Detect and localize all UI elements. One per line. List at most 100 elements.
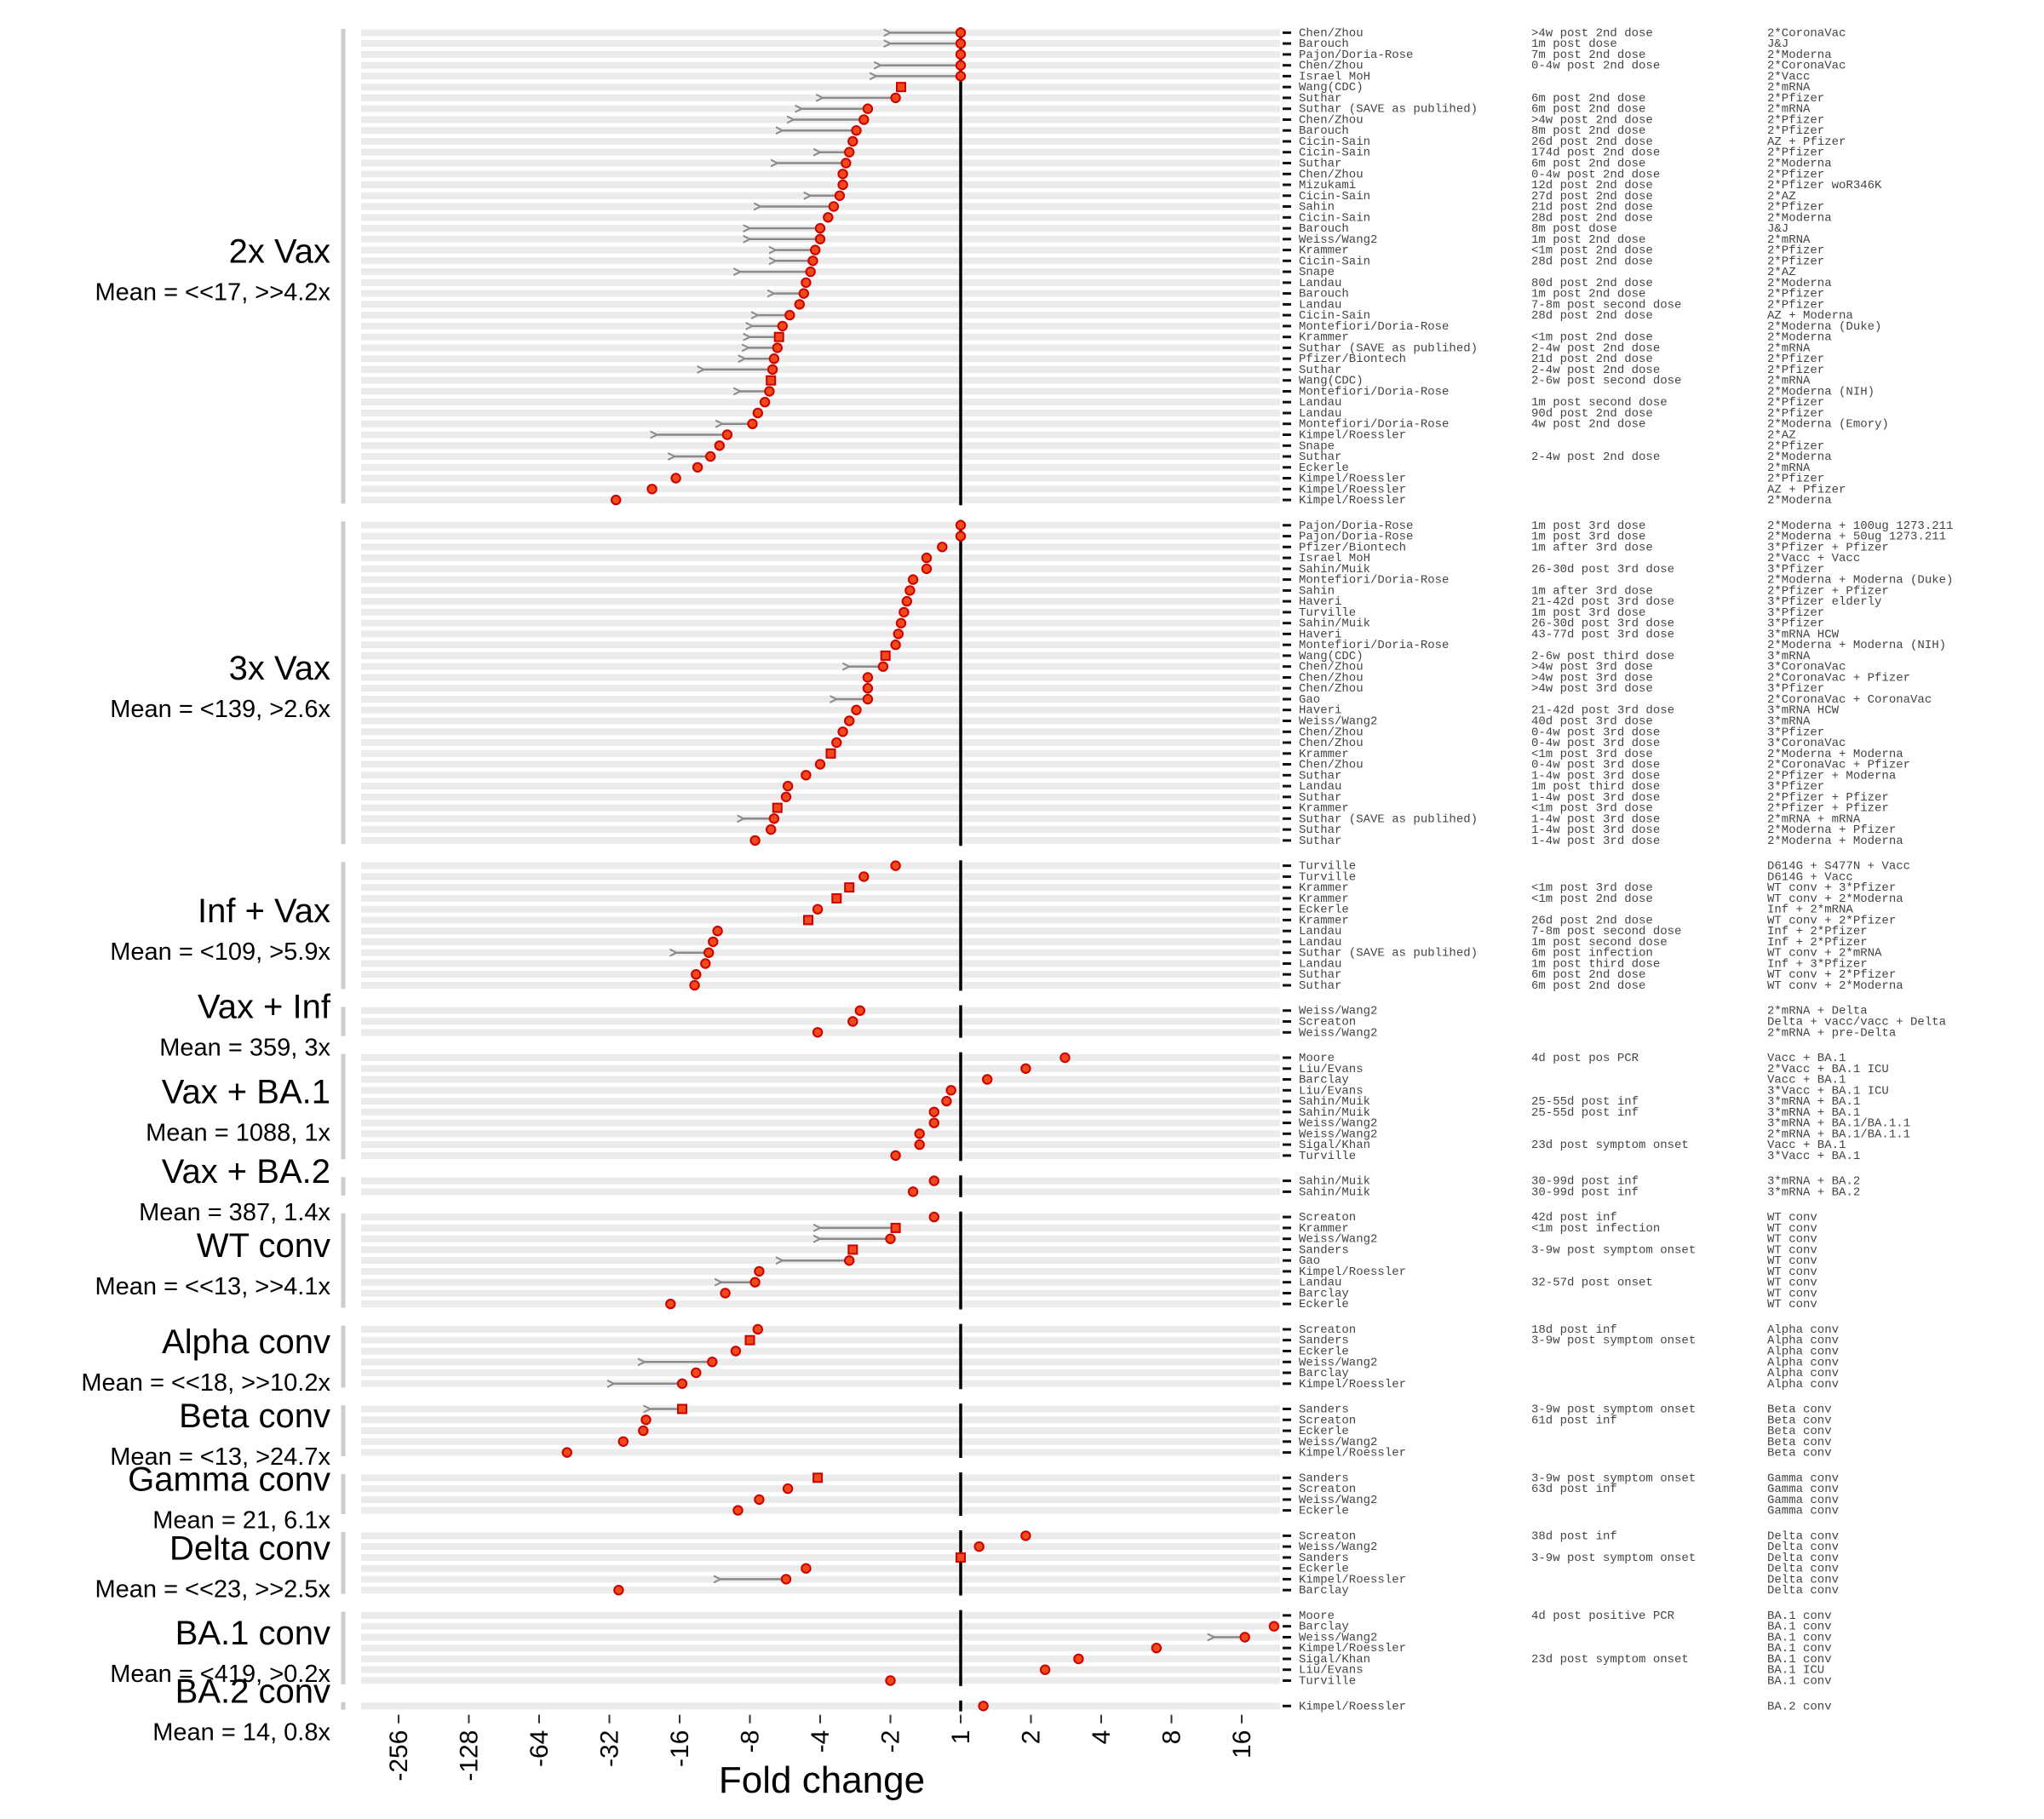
row-band [361,1098,1280,1105]
row-study-label: Weiss/Wang2 [1299,1117,1377,1131]
row-timing-label: 3-9w post symptom onset [1531,1334,1696,1348]
row-study-label: Krammer [1299,1222,1349,1236]
x-tick-label: -256 [385,1730,413,1782]
data-point [847,135,858,147]
row-timing-label: 1-4w post 3rd dose [1531,812,1660,826]
row-vaccine-label: Gamma conv [1767,1505,1839,1518]
group-label: WT conv [197,1227,330,1265]
row-timing-label: >4w post 3rd dose [1531,672,1653,686]
data-point-square [772,802,783,813]
row-vaccine-label: 2*Moderna [1767,450,1832,464]
data-point [1268,1621,1280,1632]
row-vaccine-label: 2*Pfizer + Pfizer [1767,584,1889,598]
row-study-label: Eckerle [1299,1505,1349,1518]
data-point [752,407,763,419]
row-band [361,474,1280,482]
row-timing-label: 63d post inf [1531,1483,1617,1496]
row-band [361,1289,1280,1297]
row-vaccine-label: 2*Pfizer + Pfizer [1767,791,1889,805]
row-band [361,376,1280,384]
data-point [766,364,778,376]
group-mean-label: Mean = 387, 1.4x [139,1199,330,1226]
row-study-label: Weiss/Wang2 [1299,1494,1377,1507]
group-label: Gamma conv [128,1461,330,1499]
row-band [361,1666,1280,1673]
row-vaccine-label: WT conv + 2*Moderna [1767,979,1903,993]
row-timing-label: 4d post positive PCR [1531,1610,1675,1623]
row-study-label: Chen/Zhou [1299,60,1364,73]
data-point [707,1357,718,1368]
row-study-label: Sahin [1299,201,1335,215]
row-timing-label: 1-4w post 3rd dose [1531,835,1660,848]
data-point [982,1074,993,1085]
row-vaccine-label: 2*CoronaVac [1767,26,1846,40]
row-timing-label: 23d post symptom onset [1531,1139,1689,1152]
row-study-label: Liu/Evans [1299,1063,1364,1076]
row-band [361,1633,1280,1641]
row-study-label: Landau [1299,298,1341,312]
row-band [361,1437,1280,1445]
data-point [692,462,703,473]
row-vaccine-label: 2*Moderna + Pfizer [1767,823,1896,837]
data-point-square [831,892,842,904]
data-point [837,179,848,191]
row-band [361,728,1280,736]
row-study-label: Kimpel/Roessler [1299,429,1406,443]
data-point [914,1128,925,1139]
row-timing-label: 80d post 2nd dose [1531,277,1653,290]
row-band [361,565,1280,572]
row-study-label: Krammer [1299,331,1349,345]
row-band [361,696,1280,703]
row-study-label: Suthar [1299,791,1341,805]
data-point [812,904,824,915]
row-vaccine-label: 3*Pfizer [1767,617,1824,631]
row-band [361,1427,1280,1435]
row-study-label: Israel MoH [1299,70,1370,83]
row-study-label: Landau [1299,1277,1341,1290]
row-vaccine-label: Delta conv [1767,1584,1839,1598]
row-vaccine-label: WT conv [1767,1265,1817,1279]
row-band [361,641,1280,649]
row-vaccine-label: 2*Pfizer + Moderna [1767,769,1896,783]
row-study-label: Sanders [1299,1403,1349,1417]
row-timing-label: 6m post infection [1531,947,1653,961]
row-study-label: Suthar (SAVE as publihed) [1299,103,1478,117]
row-vaccine-label: 2*Pfizer [1767,168,1824,181]
data-point [810,244,821,255]
row-timing-label: 21d post 2nd dose [1531,353,1653,366]
row-timing-label: 25-55d post inf [1531,1106,1639,1120]
data-point [780,1574,792,1585]
row-band [361,1119,1280,1127]
row-vaccine-label: 2*Moderna (Duke) [1767,320,1881,334]
row-study-label: Barclay [1299,1367,1349,1380]
row-study-label: Eckerle [1299,904,1349,917]
row-timing-label: 0-4w post 2nd dose [1531,168,1660,181]
row-vaccine-label: BA.1 conv [1767,1653,1832,1667]
row-study-label: Barclay [1299,1288,1349,1301]
data-point [703,947,715,958]
row-band [361,268,1280,276]
row-vaccine-label: 2*AZ [1767,429,1796,443]
row-study-label: Weiss/Wang2 [1299,1541,1377,1554]
row-study-label: Barclay [1299,1074,1349,1087]
row-study-label: Landau [1299,958,1341,972]
row-timing-label: >4w post 3rd dose [1531,682,1653,696]
row-timing-label: 27d post 2nd dose [1531,190,1653,204]
row-vaccine-label: AZ + Pfizer [1767,135,1846,149]
data-point [890,1150,901,1162]
row-band [361,1485,1280,1493]
data-point [941,1095,952,1107]
row-band [361,1495,1280,1503]
row-vaccine-label: 2*Pfizer [1767,407,1824,421]
row-timing-label: 174d post 2nd dose [1531,146,1660,160]
row-vaccine-label: 2*Pfizer [1767,439,1824,453]
row-vaccine-label: Inf + 2*Pfizer [1767,936,1868,950]
row-study-label: Pfizer/Biontech [1299,541,1406,554]
row-band [361,630,1280,638]
row-vaccine-label: Alpha conv [1767,1334,1839,1348]
row-vaccine-label: WT conv + 2*Moderna [1767,892,1903,906]
row-band [361,355,1280,363]
data-point [640,1414,652,1426]
data-point [646,484,657,495]
row-study-label: Chen/Zhou [1299,26,1364,40]
